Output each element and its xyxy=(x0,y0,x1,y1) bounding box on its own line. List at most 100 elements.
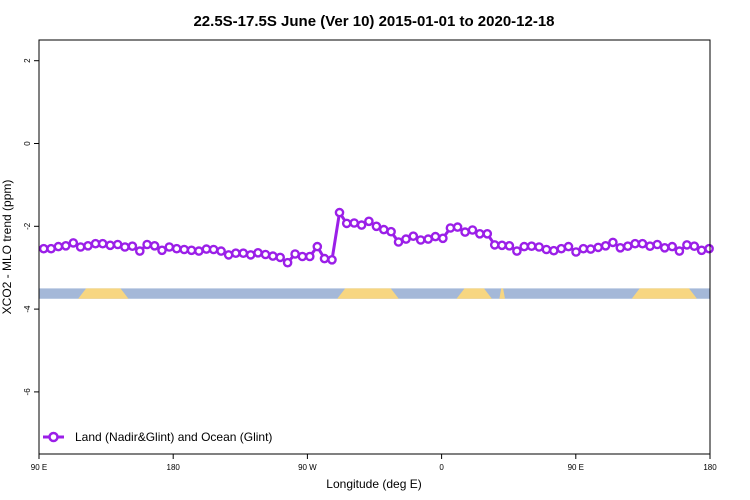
data-point xyxy=(349,218,360,228)
data-point xyxy=(467,225,478,235)
data-point xyxy=(341,218,352,229)
data-point xyxy=(659,242,670,253)
data-point xyxy=(157,245,167,256)
plot-frame xyxy=(38,39,711,455)
y-axis-label: XCO2 - MLO trend (ppm) xyxy=(0,180,14,315)
data-point xyxy=(696,245,707,256)
data-point xyxy=(608,237,618,248)
data-point xyxy=(460,227,470,237)
legend: Land (Nadir&Glint) and Ocean (Glint) xyxy=(43,430,272,444)
land-band-segment xyxy=(631,288,697,299)
data-point xyxy=(415,235,426,245)
data-point xyxy=(630,238,640,249)
data-point xyxy=(645,241,655,251)
land-band-segment xyxy=(456,288,492,299)
legend-entry-label: Land (Nadir&Glint) and Ocean (Glint) xyxy=(75,430,272,444)
data-point xyxy=(186,245,197,256)
data-point xyxy=(53,241,64,252)
data-point xyxy=(238,248,249,258)
data-point xyxy=(704,243,714,254)
data-point xyxy=(563,241,574,252)
data-point xyxy=(430,231,441,242)
land-band-segment xyxy=(499,288,505,299)
x-tick-label: 0 xyxy=(439,463,444,472)
data-point xyxy=(549,245,559,256)
data-point xyxy=(297,251,308,262)
data-point xyxy=(327,254,337,265)
data-point xyxy=(142,239,152,250)
data-point xyxy=(526,241,537,251)
series-line xyxy=(43,211,710,265)
data-point xyxy=(334,207,345,218)
data-point xyxy=(275,252,286,263)
data-point xyxy=(319,253,330,264)
data-point xyxy=(682,240,692,250)
data-point xyxy=(637,238,648,249)
data-point xyxy=(408,231,419,241)
data-point xyxy=(482,228,493,239)
surface-type-band xyxy=(39,288,710,299)
data-point xyxy=(689,241,700,251)
data-point xyxy=(585,244,596,254)
data-point xyxy=(230,248,241,258)
data-point xyxy=(386,226,396,237)
data-point xyxy=(61,240,71,251)
data-point xyxy=(208,244,219,255)
data-point xyxy=(83,240,93,251)
data-point xyxy=(571,247,581,257)
x-tick-label: 180 xyxy=(167,463,181,472)
data-point xyxy=(512,246,522,256)
data-point xyxy=(216,246,226,256)
data-point xyxy=(194,246,204,256)
data-point xyxy=(38,243,49,254)
data-point xyxy=(504,240,515,251)
data-point xyxy=(593,242,604,253)
data-point xyxy=(615,242,626,253)
series-point-layer xyxy=(38,207,714,268)
chart-title: 22.5S-17.5S June (Ver 10) 2015-01-01 to … xyxy=(193,13,554,30)
data-point xyxy=(179,244,189,255)
data-point xyxy=(164,242,175,252)
land-band-segment xyxy=(337,288,399,299)
y-tick-label: -2 xyxy=(23,222,32,230)
x-tick-label: 90 E xyxy=(568,463,584,472)
data-point xyxy=(105,240,115,251)
legend-marker-icon xyxy=(48,431,59,443)
x-axis-ticks: 90 E 180 90 W 0 90 E 180 xyxy=(31,454,717,472)
data-point xyxy=(282,257,293,268)
y-axis-ticks: 2 0 -2 -4 -6 xyxy=(23,58,39,396)
data-point xyxy=(312,241,323,252)
x-tick-label: 90 W xyxy=(298,463,317,472)
data-point xyxy=(541,244,552,255)
x-axis-label: Longitude (deg E) xyxy=(326,477,421,491)
series-line-layer xyxy=(43,211,710,265)
data-point xyxy=(497,240,507,251)
data-point xyxy=(667,241,678,252)
data-point xyxy=(600,240,611,251)
data-point xyxy=(438,233,448,244)
data-point xyxy=(75,242,86,252)
data-point xyxy=(452,222,463,232)
data-point xyxy=(253,247,263,258)
data-point xyxy=(171,243,182,254)
land-band-segment xyxy=(78,288,129,299)
data-point xyxy=(674,246,685,256)
data-point xyxy=(371,221,382,232)
data-point xyxy=(519,241,530,252)
data-point xyxy=(134,246,145,256)
data-point xyxy=(127,241,138,251)
x-tick-label: 90 E xyxy=(31,463,47,472)
data-point xyxy=(268,251,278,261)
data-point xyxy=(393,237,404,247)
data-point xyxy=(97,238,108,249)
y-tick-label: 0 xyxy=(23,141,32,146)
data-point xyxy=(149,240,160,251)
x-tick-label: 180 xyxy=(703,463,717,472)
data-point xyxy=(120,242,130,252)
data-point xyxy=(652,239,663,250)
y-tick-label: -6 xyxy=(23,388,32,396)
data-point xyxy=(260,249,271,260)
data-point xyxy=(474,228,485,239)
